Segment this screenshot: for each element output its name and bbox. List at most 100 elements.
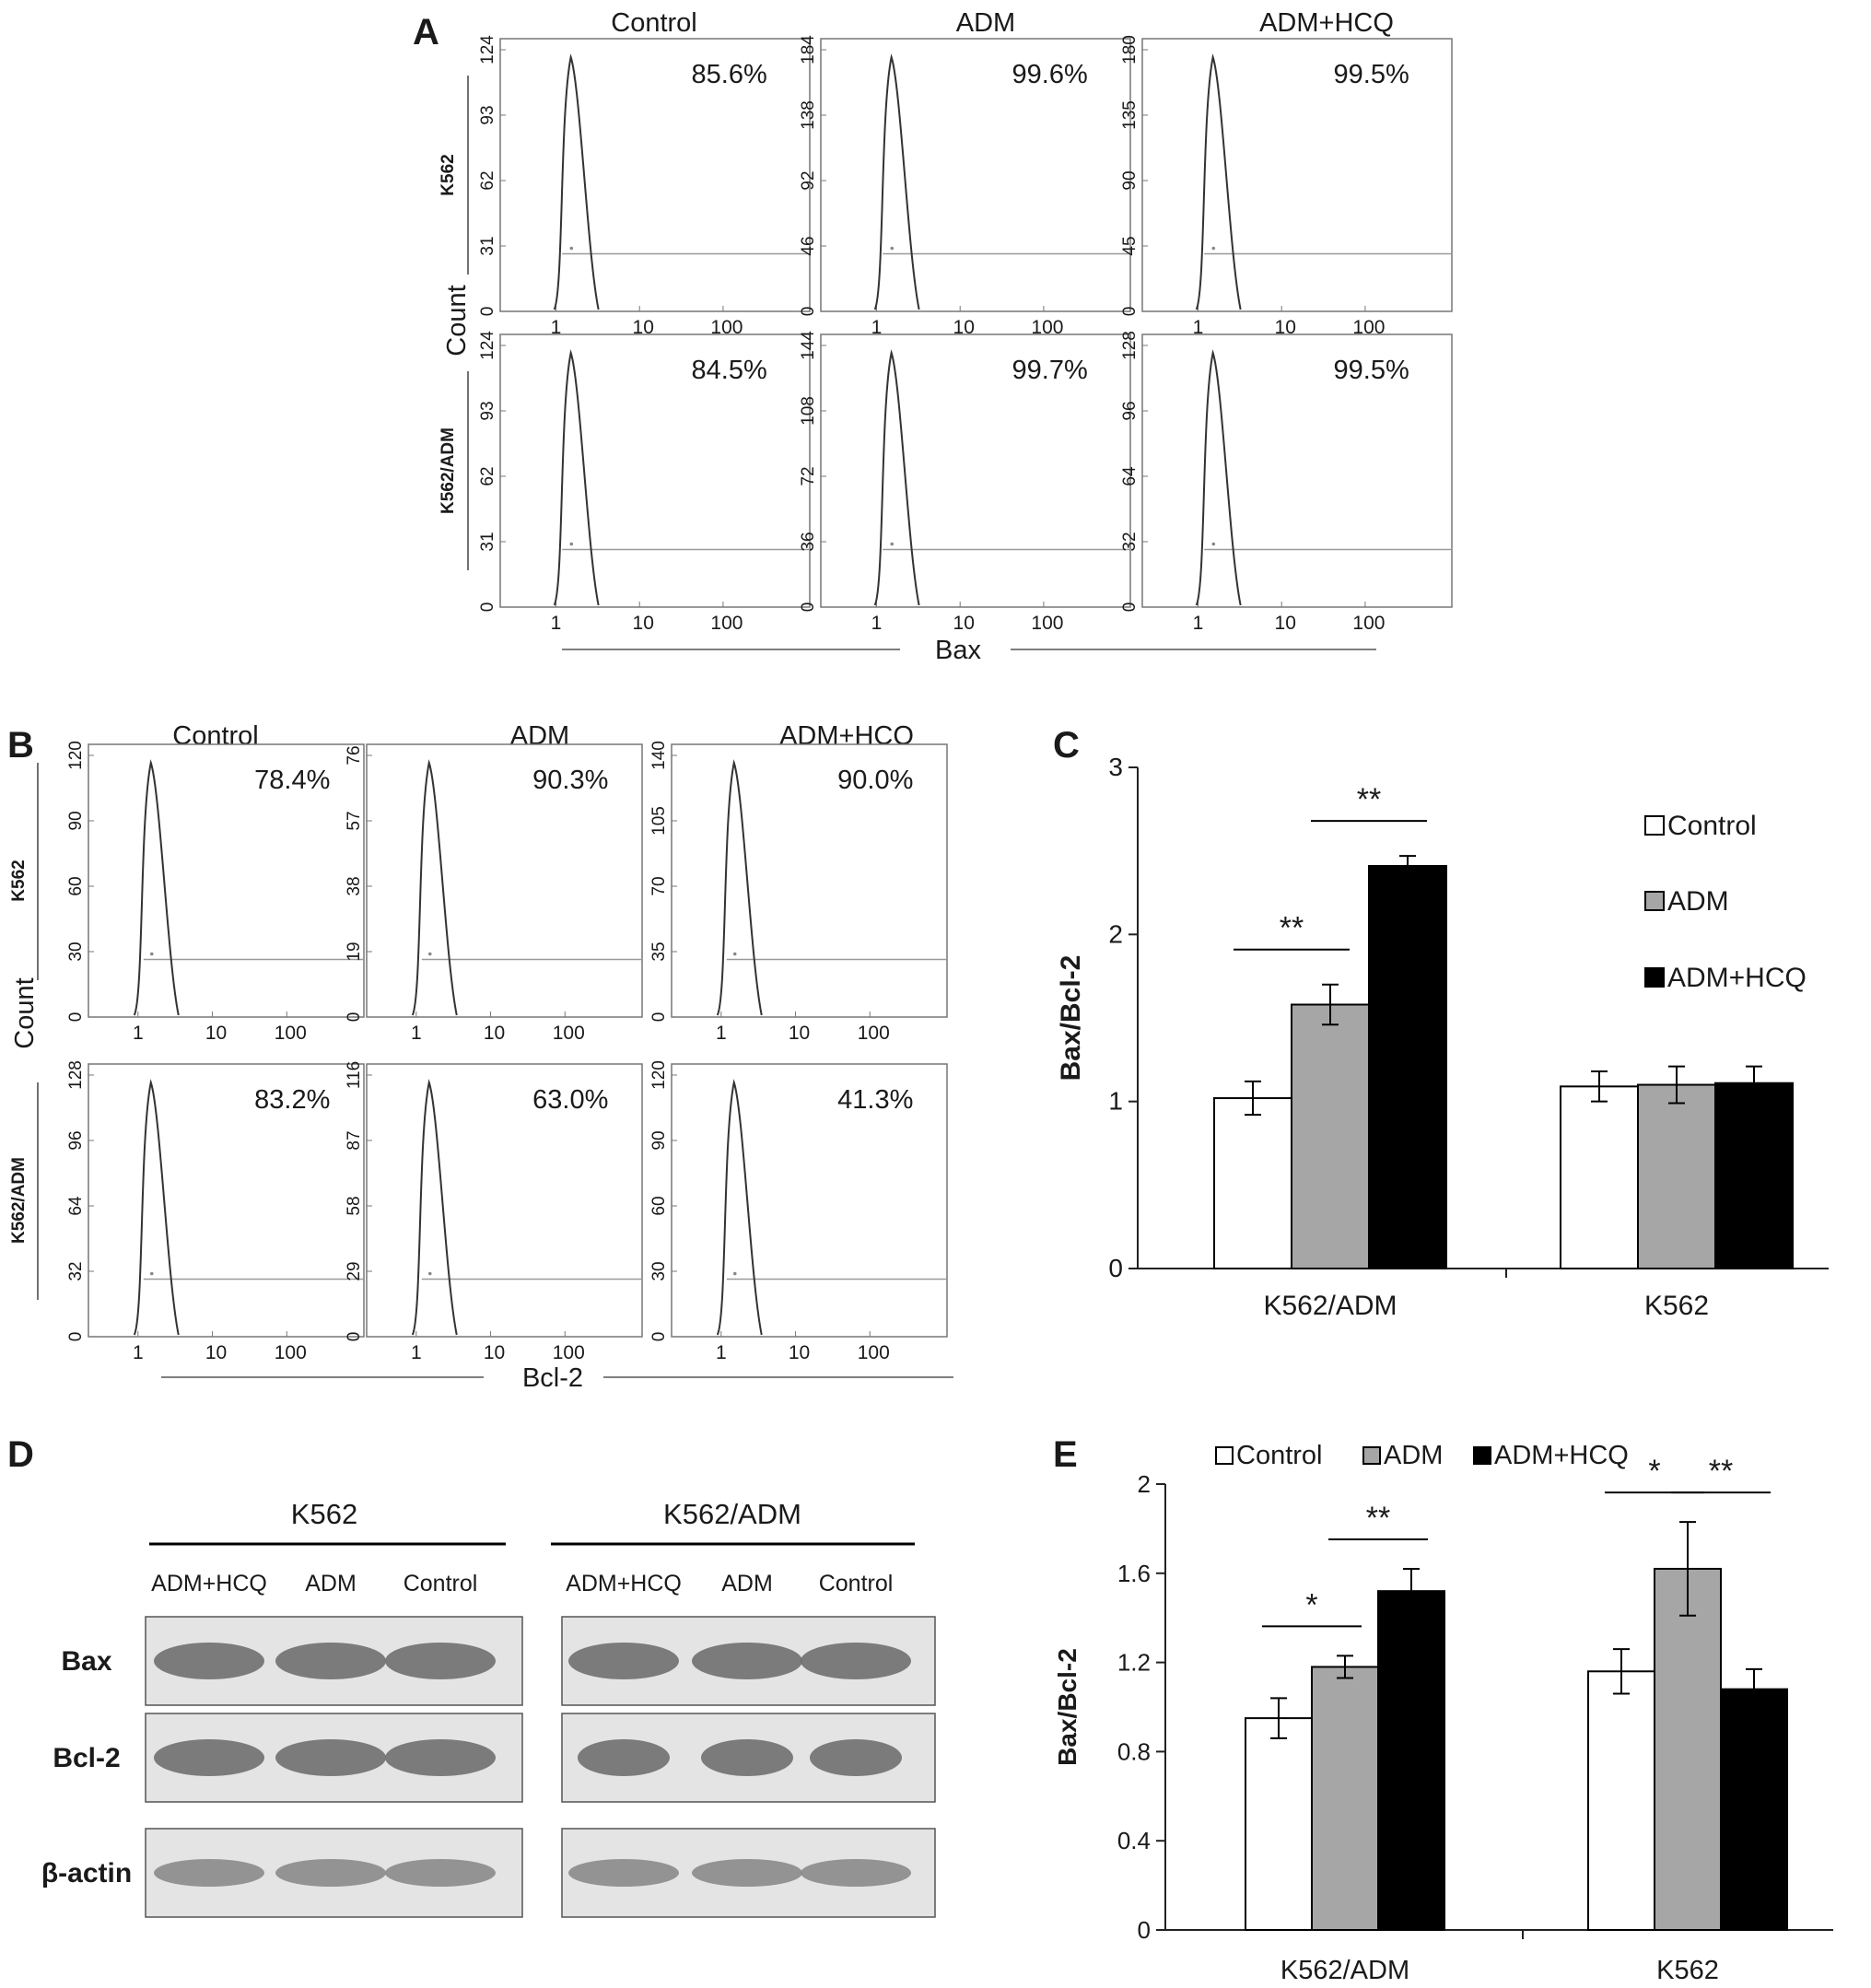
- percent-label: 99.6%: [1012, 60, 1088, 89]
- x-tick-label: 100: [1352, 317, 1385, 338]
- y-tick-label: 31: [478, 532, 497, 551]
- y-tick-label: 32: [1120, 532, 1140, 551]
- y-tick-label: 36: [799, 532, 818, 551]
- x-tick-label: 10: [484, 1342, 505, 1363]
- histogram-curve: [133, 1079, 180, 1336]
- row-label: K562/ADM: [439, 427, 458, 514]
- significance-label: **: [1366, 1501, 1390, 1536]
- percent-label: 99.7%: [1012, 356, 1088, 385]
- x-tick-label: 100: [1352, 613, 1385, 634]
- y-tick-label: 96: [1120, 401, 1140, 420]
- x-tick-label: 10: [789, 1342, 810, 1363]
- y-tick-label: 62: [478, 170, 497, 190]
- panel-c-bar-chart: C 0 1 2 3 Bax/Bcl-2 K562/ADM K562 ** ** Control AD…: [1053, 725, 1829, 1321]
- protein-band: [692, 1859, 802, 1887]
- protein-band: [701, 1739, 793, 1776]
- legend-swatch: [1362, 1446, 1381, 1465]
- plot-frame: [88, 743, 365, 1018]
- bar: [1587, 1670, 1655, 1932]
- plot-frame: [1141, 38, 1453, 312]
- y-tick-label: 0: [66, 1332, 86, 1342]
- histogram-plot: 0 45 90 135 180 1 10 100 99.5%: [1120, 35, 1453, 338]
- row-label: K562/ADM: [9, 1157, 29, 1244]
- x-tick-label: 10: [633, 317, 654, 338]
- y-tick-label: 87: [345, 1130, 364, 1150]
- x-tick-label: 10: [205, 1023, 227, 1044]
- category-label: K562: [1644, 1291, 1709, 1321]
- significance-label: **: [1709, 1454, 1733, 1489]
- gate-marker-dot: [732, 1271, 737, 1276]
- bar: [1714, 1082, 1794, 1269]
- significance-label: *: [1305, 1587, 1317, 1622]
- y-tick-label: 180: [1120, 35, 1140, 64]
- y-tick-label: 30: [649, 1261, 669, 1281]
- y-tick-label: 93: [478, 401, 497, 420]
- panel-letter-a: A: [413, 12, 439, 53]
- y-tick-label: 0: [66, 1012, 86, 1023]
- plot-frame: [1141, 333, 1453, 608]
- protein-band: [154, 1859, 264, 1887]
- y-axis-title: Bax/Bcl-2: [1053, 1648, 1082, 1766]
- gate-marker-dot: [890, 542, 895, 546]
- protein-label: β-actin: [41, 1858, 132, 1889]
- significance-label: *: [1648, 1454, 1660, 1489]
- gate-marker-dot: [149, 1271, 154, 1276]
- panel-letter-c: C: [1053, 725, 1080, 766]
- protein-band: [801, 1859, 911, 1887]
- plot-frame: [88, 1063, 365, 1338]
- y-tick-label: 0: [478, 602, 497, 613]
- column-title: ADM+HCQ: [1259, 8, 1394, 38]
- percent-label: 41.3%: [837, 1085, 913, 1115]
- y-tick-label: 124: [478, 35, 497, 64]
- y-tick-label: 0: [799, 307, 818, 317]
- panel-letter-d: D: [7, 1434, 34, 1475]
- protein-band: [154, 1739, 264, 1776]
- percent-label: 78.4%: [254, 766, 330, 795]
- histogram-plot: 0 19 38 57 76 1 10 100 90.3%: [345, 743, 643, 1044]
- y-tick-label: 32: [66, 1261, 86, 1281]
- x-tick-label: 100: [858, 1023, 890, 1044]
- plot-frame: [671, 1063, 948, 1338]
- y-tick-label: 2: [1138, 1470, 1151, 1498]
- y-tick-label: 0: [345, 1332, 364, 1342]
- percent-label: 85.6%: [692, 60, 767, 89]
- y-tick-label: 144: [799, 331, 818, 360]
- histogram-curve: [411, 1079, 458, 1336]
- bar: [1637, 1083, 1716, 1269]
- protein-band: [385, 1739, 496, 1776]
- y-tick-label: 116: [345, 1061, 364, 1089]
- y-tick-label: 92: [799, 170, 818, 190]
- y-tick-label: 3: [1108, 753, 1123, 781]
- histogram-plot: 0 32 64 96 128 1 10 100 99.5%: [1120, 331, 1453, 634]
- histogram-curve: [873, 349, 920, 606]
- y-tick-label: 120: [649, 1060, 669, 1090]
- y-tick-label: 31: [478, 236, 497, 255]
- bar: [1654, 1567, 1722, 1931]
- y-tick-label: 46: [799, 236, 818, 255]
- x-tick-label: 100: [275, 1342, 307, 1363]
- histogram-curve: [873, 53, 920, 310]
- protein-band: [801, 1643, 911, 1679]
- x-tick-label: 1: [133, 1342, 144, 1363]
- x-tick-label: 10: [633, 613, 654, 634]
- histogram-curve: [716, 1079, 763, 1336]
- x-tick-label: 10: [484, 1023, 505, 1044]
- category-label: K562/ADM: [1280, 1956, 1409, 1985]
- bar: [1245, 1717, 1313, 1931]
- histogram-curve: [411, 759, 458, 1016]
- x-tick-label: 1: [551, 613, 562, 634]
- gate-marker-dot: [427, 1271, 432, 1276]
- protein-band: [810, 1739, 902, 1776]
- y-tick-label: 140: [649, 741, 669, 770]
- y-tick-label: 0: [478, 307, 497, 317]
- y-tick-label: 72: [799, 466, 818, 485]
- histogram-plot: 0 32 64 96 128 1 10 100 83.2%: [66, 1060, 365, 1363]
- plot-frame: [366, 1063, 643, 1338]
- protein-band: [275, 1643, 386, 1679]
- percent-label: 90.3%: [532, 766, 608, 795]
- x-tick-label: 100: [710, 613, 743, 634]
- lane-label: ADM: [721, 1571, 773, 1596]
- gate-marker-dot: [890, 246, 895, 251]
- x-tick-label: 10: [1275, 317, 1296, 338]
